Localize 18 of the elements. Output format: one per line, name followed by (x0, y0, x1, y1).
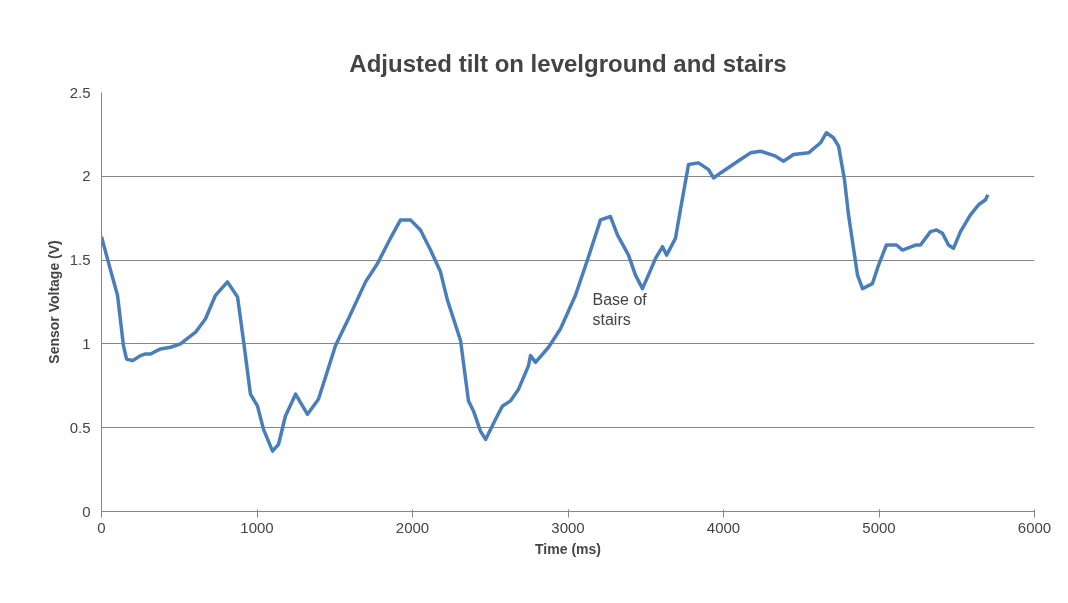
x-tick-label: 6000 (1017, 518, 1052, 536)
annotation: Base of stairs (592, 290, 648, 328)
x-tick-label: 3000 (551, 518, 585, 536)
y-tick-label: 1.5 (69, 251, 91, 269)
x-axis-title: Time (ms) (535, 540, 601, 557)
line-series (101, 130, 990, 453)
x-tick-label: 0 (97, 518, 106, 536)
y-tick-label: 2.5 (69, 83, 91, 101)
y-tick-label: 2 (82, 167, 91, 185)
x-tick-label: 4000 (706, 518, 741, 536)
y-tick-label: 0.5 (69, 418, 91, 436)
x-tick-label: 1000 (240, 518, 274, 536)
x-tick-label: 2000 (395, 518, 430, 536)
chart-title: Adjusted tilt on levelground and stairs (349, 49, 787, 77)
y-tick-label: 1 (82, 334, 91, 352)
y-tick-label: 0 (82, 502, 91, 520)
x-tick-label: 5000 (862, 518, 896, 536)
y-axis-title: Sensor Voltage (V) (45, 240, 62, 364)
